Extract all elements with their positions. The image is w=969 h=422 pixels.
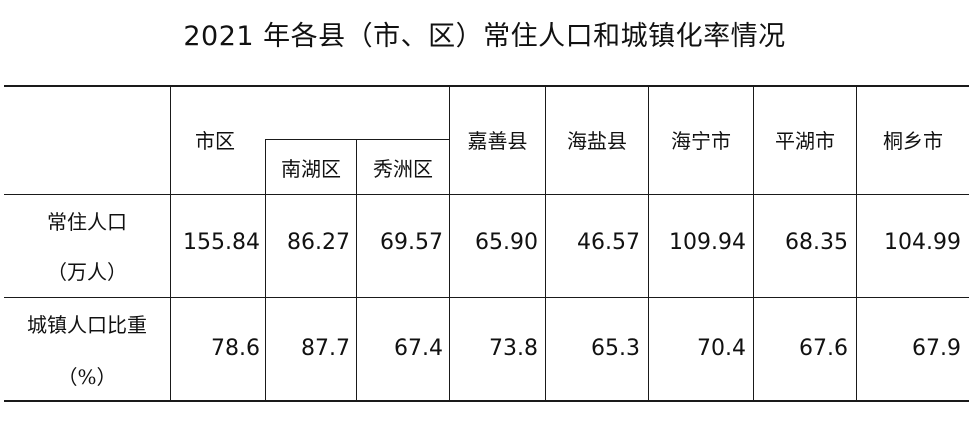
- header-haiyan: 海盐县: [567, 128, 627, 153]
- header-bottom-rule: [4, 194, 969, 195]
- table-top-border: [4, 85, 969, 87]
- table-cell: 67.6: [799, 336, 848, 361]
- header-shiqu: 市区: [195, 128, 235, 153]
- table-cell: 65.90: [475, 230, 538, 255]
- table-cell: 78.6: [211, 336, 260, 361]
- table-cell: 109.94: [669, 230, 746, 255]
- column-divider: [265, 139, 266, 401]
- table-cell: 70.4: [697, 336, 746, 361]
- table-cell: 65.3: [591, 336, 640, 361]
- subheader-rule: [265, 139, 450, 140]
- column-divider: [648, 86, 649, 401]
- table-cell: 86.27: [287, 230, 350, 255]
- row-unit-urbanization: （%）: [57, 364, 117, 389]
- table-cell: 67.9: [912, 336, 961, 361]
- table-cell: 155.84: [183, 230, 260, 255]
- row-divider: [4, 297, 969, 298]
- column-divider: [449, 86, 450, 401]
- table-cell: 67.4: [394, 336, 443, 361]
- header-haining: 海宁市: [671, 128, 731, 153]
- header-jiashan: 嘉善县: [467, 128, 528, 153]
- row-unit-population: （万人）: [47, 259, 127, 284]
- table-cell: 46.57: [577, 230, 640, 255]
- column-divider: [170, 86, 171, 401]
- column-divider: [545, 86, 546, 401]
- header-tongxiang: 桐乡市: [883, 128, 943, 153]
- row-label-population: 常住人口: [47, 209, 127, 234]
- table-cell: 68.35: [785, 230, 848, 255]
- column-divider: [856, 86, 857, 401]
- table-cell: 104.99: [884, 230, 961, 255]
- header-pinghu: 平湖市: [775, 128, 835, 153]
- table-title: 2021 年各县（市、区）常住人口和城镇化率情况: [183, 21, 786, 52]
- table-cell: 73.8: [489, 336, 538, 361]
- header-nanhu: 南湖区: [281, 156, 341, 181]
- column-divider: [753, 86, 754, 401]
- header-xiuzhou: 秀洲区: [373, 156, 433, 181]
- table-bottom-border: [4, 400, 969, 402]
- table-cell: 87.7: [301, 336, 350, 361]
- row-label-urbanization: 城镇人口比重: [27, 312, 147, 337]
- column-divider: [356, 139, 357, 401]
- table-cell: 69.57: [380, 230, 443, 255]
